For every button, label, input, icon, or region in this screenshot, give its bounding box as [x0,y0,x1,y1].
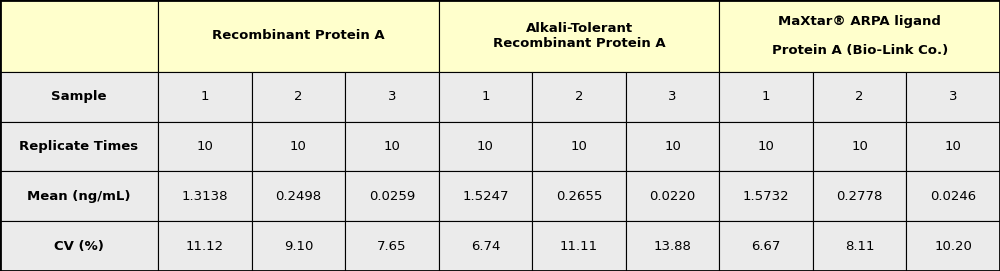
Bar [345,171,439,221]
Text: 1: 1 [481,90,490,103]
Bar [813,171,906,221]
Text: 10: 10 [851,140,868,153]
Bar [532,122,626,171]
Text: 0.0246: 0.0246 [930,190,976,203]
Bar [0,171,158,221]
Bar [0,0,158,72]
Text: 10.20: 10.20 [934,240,972,253]
Text: 2: 2 [575,90,583,103]
Text: Replicate Times: Replicate Times [19,140,139,153]
Bar [439,171,532,221]
Text: MaXtar® ARPA ligand: MaXtar® ARPA ligand [778,15,941,27]
Text: 10: 10 [758,140,775,153]
Text: Sample: Sample [51,90,107,103]
Bar [345,122,439,171]
Text: 0.0220: 0.0220 [649,190,696,203]
Text: 1: 1 [201,90,209,103]
Bar [906,72,1000,122]
Bar [439,72,532,122]
Text: 13.88: 13.88 [654,240,691,253]
Text: 10: 10 [383,140,400,153]
Bar [813,122,906,171]
Bar [626,221,719,271]
Text: 1.5732: 1.5732 [743,190,789,203]
Text: 6.67: 6.67 [751,240,781,253]
Bar [719,72,813,122]
Bar [719,171,813,221]
Bar [626,122,719,171]
Text: 10: 10 [477,140,494,153]
Bar [719,0,1000,72]
Text: 0.2778: 0.2778 [836,190,883,203]
Bar [906,171,1000,221]
Bar [719,221,813,271]
Bar [0,72,158,122]
Text: 11.11: 11.11 [560,240,598,253]
Text: 1.3138: 1.3138 [182,190,228,203]
Text: 8.11: 8.11 [845,240,874,253]
Bar [345,72,439,122]
Text: 2: 2 [855,90,864,103]
Text: 0.0259: 0.0259 [369,190,415,203]
Bar [813,72,906,122]
Bar [719,122,813,171]
Bar [158,221,252,271]
Text: 3: 3 [949,90,957,103]
Text: 0.2655: 0.2655 [556,190,602,203]
Text: 11.12: 11.12 [186,240,224,253]
Text: 3: 3 [388,90,396,103]
Text: 10: 10 [290,140,307,153]
Text: Recombinant Protein A: Recombinant Protein A [212,30,385,42]
Bar [345,221,439,271]
Bar [252,122,345,171]
Bar [532,221,626,271]
Text: 10: 10 [571,140,587,153]
Text: 3: 3 [668,90,677,103]
Bar [626,171,719,221]
Text: Mean (ng/mL): Mean (ng/mL) [27,190,131,203]
Bar [906,221,1000,271]
Bar [532,171,626,221]
Bar [439,122,532,171]
Bar [626,72,719,122]
Bar [532,72,626,122]
Bar [439,221,532,271]
Text: 7.65: 7.65 [377,240,407,253]
Bar [813,221,906,271]
Text: 9.10: 9.10 [284,240,313,253]
Text: 1.5247: 1.5247 [462,190,509,203]
Text: 6.74: 6.74 [471,240,500,253]
Text: 10: 10 [196,140,213,153]
Bar [0,221,158,271]
Text: 10: 10 [664,140,681,153]
Bar [439,0,719,72]
Text: 0.2498: 0.2498 [275,190,321,203]
Bar [252,171,345,221]
Text: CV (%): CV (%) [54,240,104,253]
Text: Alkali-Tolerant
Recombinant Protein A: Alkali-Tolerant Recombinant Protein A [493,22,665,50]
Text: Protein A (Bio-Link Co.): Protein A (Bio-Link Co.) [772,44,948,57]
Text: 10: 10 [945,140,962,153]
Bar [0,122,158,171]
Bar [252,221,345,271]
Bar [906,122,1000,171]
Bar [252,72,345,122]
Bar [158,72,252,122]
Bar [158,171,252,221]
Bar [158,122,252,171]
Bar [158,0,439,72]
Text: 1: 1 [762,90,770,103]
Text: 2: 2 [294,90,303,103]
